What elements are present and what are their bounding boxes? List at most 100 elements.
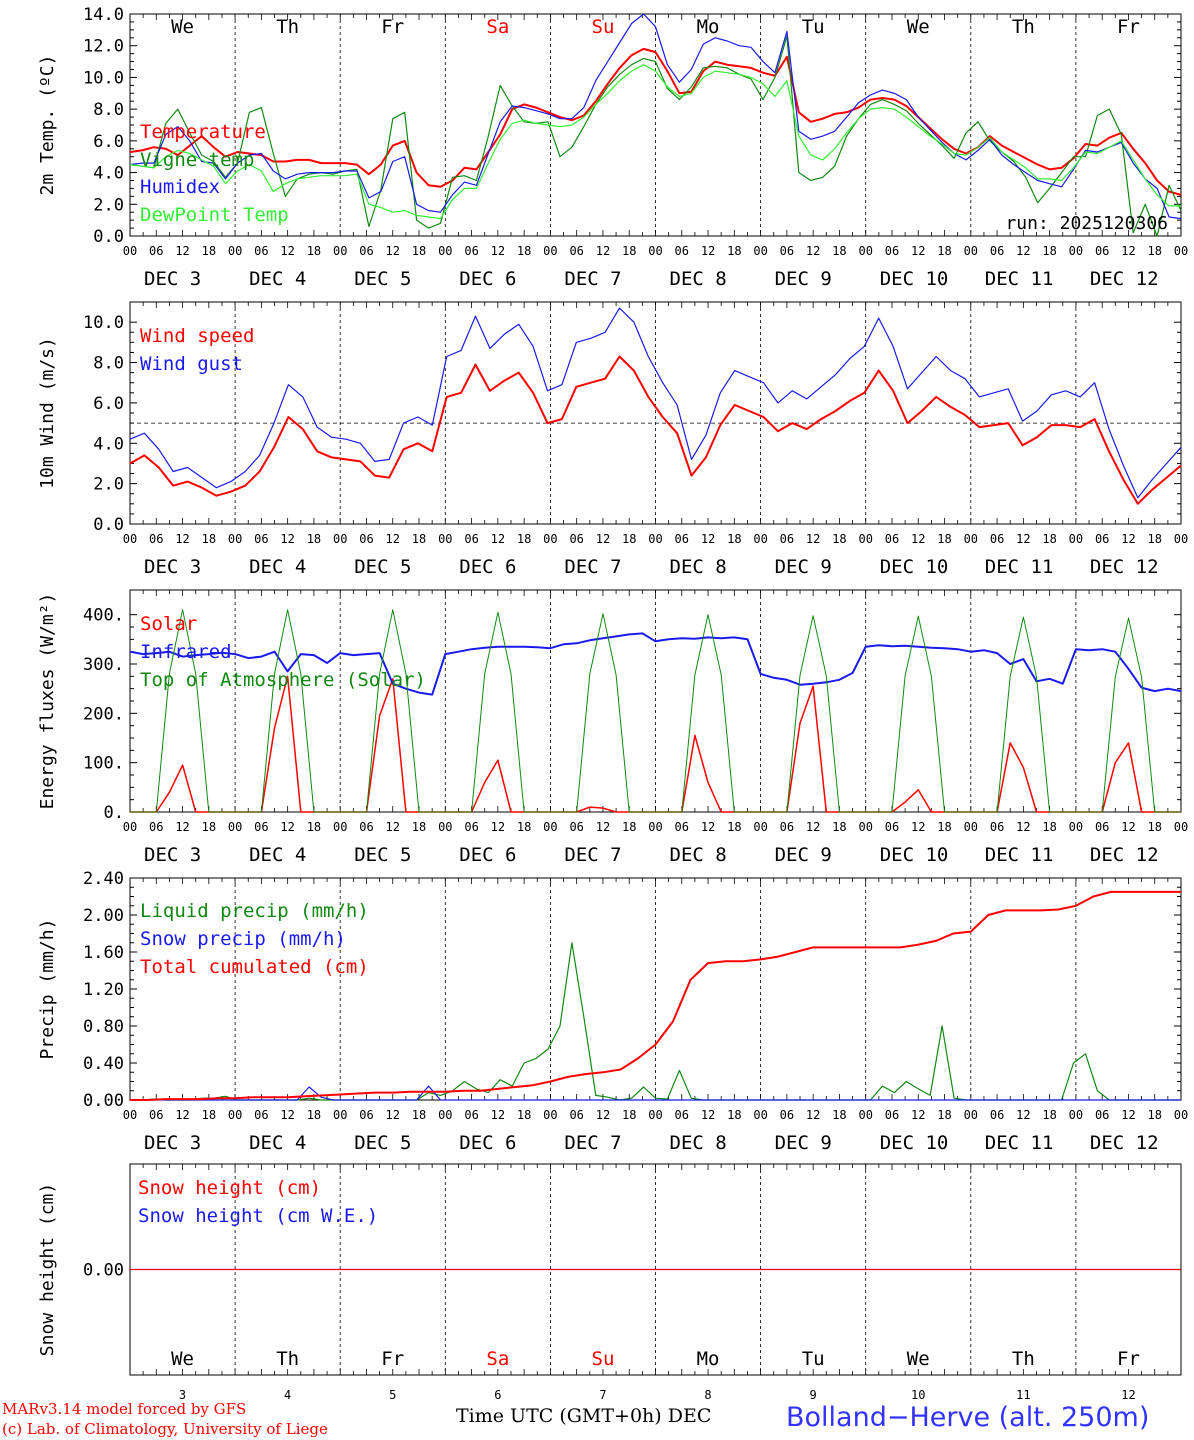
hour-tick-label: 18 [937,532,951,546]
hour-tick-label: 00 [964,532,978,546]
hour-tick-label: 18 [937,1108,951,1122]
hour-tick-label: 00 [228,244,242,258]
hour-tick-label: 12 [175,532,189,546]
hour-tick-label: 12 [386,1108,400,1122]
hour-tick-label: 00 [123,820,137,834]
date-label: DEC 11 [985,1132,1054,1154]
y-tick-label: 2.40 [83,869,124,889]
hour-tick-label: 00 [858,1108,872,1122]
hour-tick-label: 18 [412,244,426,258]
hour-tick-label: 12 [596,820,610,834]
hour-tick-label: 18 [937,820,951,834]
hour-tick-label: 06 [675,820,689,834]
day-number-label: 9 [810,1388,817,1402]
series-solar [130,675,1181,813]
hour-tick-label: 00 [753,532,767,546]
hour-tick-label: 12 [806,1108,820,1122]
hour-tick-label: 06 [1095,532,1109,546]
hour-tick-label: 00 [543,1108,557,1122]
hour-tick-label: 12 [1121,1108,1135,1122]
date-label: DEC 3 [144,268,201,290]
hour-tick-label: 06 [1095,1108,1109,1122]
hour-tick-label: 06 [990,532,1004,546]
station-label: Bolland−Herve (alt. 250m) [786,1402,1150,1433]
hour-tick-label: 18 [202,820,216,834]
y-tick-label: 12.0 [83,37,124,57]
hour-tick-label: 12 [491,1108,505,1122]
date-label: DEC 12 [1090,1132,1159,1154]
hour-tick-label: 06 [990,820,1004,834]
hour-tick-label: 06 [254,820,268,834]
y-tick-label: 6.0 [93,394,124,414]
date-label: DEC 5 [354,556,411,578]
hour-tick-label: 12 [911,1108,925,1122]
hour-tick-label: 12 [911,820,925,834]
date-label: DEC 4 [249,556,306,578]
legend-entry: Snow height (cm) [138,1177,321,1199]
date-label: DEC 11 [985,556,1054,578]
y-axis-label: 2m Temp. (ºC) [37,55,58,196]
date-label: DEC 8 [670,556,727,578]
hour-tick-label: 12 [806,244,820,258]
hour-tick-label: 06 [254,1108,268,1122]
date-label: DEC 6 [459,1132,516,1154]
hour-tick-label: 06 [149,532,163,546]
date-label: DEC 3 [144,844,201,866]
hour-tick-label: 12 [806,820,820,834]
hour-tick-label: 18 [1042,244,1056,258]
date-label: DEC 12 [1090,268,1159,290]
date-label: DEC 10 [880,1132,949,1154]
hour-tick-label: 12 [175,244,189,258]
weekday-label: Th [276,1348,299,1370]
date-label: DEC 10 [880,556,949,578]
date-label: DEC 7 [564,556,621,578]
hour-tick-label: 00 [1174,244,1188,258]
hour-tick-label: 06 [359,820,373,834]
y-tick-label: 4.0 [93,434,124,454]
hour-tick-label: 00 [753,1108,767,1122]
hour-tick-label: 18 [412,820,426,834]
hour-tick-label: 18 [307,244,321,258]
y-tick-label: 0.80 [83,1017,124,1037]
weekday-label: Tu [802,16,825,38]
y-tick-label: 1.60 [83,943,124,963]
hour-tick-label: 06 [885,820,899,834]
hour-tick-label: 06 [359,532,373,546]
hour-tick-label: 00 [1069,1108,1083,1122]
weekday-label: Th [1012,16,1035,38]
hour-tick-label: 06 [780,820,794,834]
hour-tick-label: 00 [1069,532,1083,546]
series-snow-precip-mm-h- [130,1085,1181,1101]
hour-tick-label: 00 [648,532,662,546]
y-tick-label: 2.00 [83,906,124,926]
hour-tick-label: 18 [937,244,951,258]
y-tick-label: 0.00 [83,1091,124,1111]
legend-entry: Wind speed [140,325,254,347]
hour-tick-label: 12 [280,532,294,546]
hour-tick-label: 00 [438,532,452,546]
y-tick-label: 10.0 [83,313,124,333]
hour-tick-label: 06 [675,1108,689,1122]
hour-tick-label: 18 [517,1108,531,1122]
hour-tick-label: 12 [175,820,189,834]
date-label: DEC 4 [249,1132,306,1154]
date-label: DEC 8 [670,1132,727,1154]
panel-energy: 0. 100. 200. 300. 400. Energy fluxes (W/m²) So… [37,589,1188,866]
hour-tick-label: 18 [517,820,531,834]
date-label: DEC 12 [1090,844,1159,866]
weekday-label: Fr [381,16,404,38]
weekday-label: We [171,1348,194,1370]
hour-tick-label: 06 [990,244,1004,258]
hour-tick-label: 18 [307,532,321,546]
hour-tick-label: 00 [648,820,662,834]
y-tick-label: 10.0 [83,68,124,88]
hour-tick-label: 00 [123,244,137,258]
day-number-label: 7 [599,1388,606,1402]
run-label: run: 2025120306 [1005,213,1168,234]
day-number-label: 6 [494,1388,501,1402]
hour-tick-label: 18 [202,1108,216,1122]
date-label: DEC 10 [880,268,949,290]
legend-entry: Top of Atmosphere (Solar) [140,669,426,691]
date-label: DEC 11 [985,268,1054,290]
weekday-label: Su [592,16,615,38]
